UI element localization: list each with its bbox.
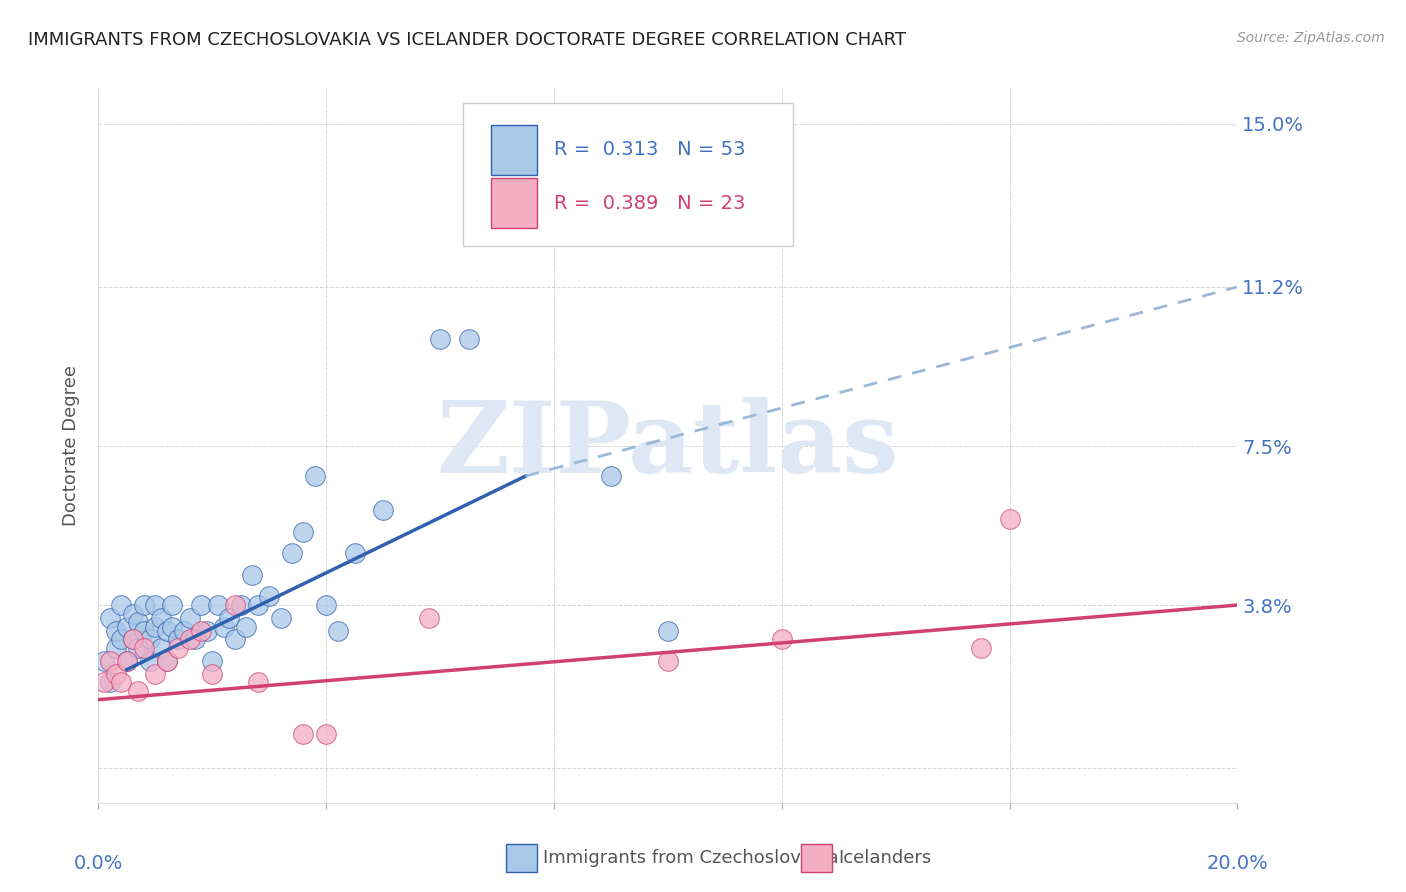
Text: ZIPatlas: ZIPatlas — [437, 398, 898, 494]
Point — [115, 654, 138, 668]
Text: IMMIGRANTS FROM CZECHOSLOVAKIA VS ICELANDER DOCTORATE DEGREE CORRELATION CHART: IMMIGRANTS FROM CZECHOSLOVAKIA VS ICELAN… — [28, 31, 905, 49]
Text: Source: ZipAtlas.com: Source: ZipAtlas.com — [1237, 31, 1385, 45]
Point — [326, 624, 349, 638]
Point — [150, 611, 173, 625]
Text: Immigrants from Czechoslovakia: Immigrants from Czechoslovakia — [543, 849, 838, 867]
Point — [121, 632, 143, 647]
Point — [315, 727, 337, 741]
Point — [104, 624, 127, 638]
Point — [132, 598, 155, 612]
Point — [156, 654, 179, 668]
Point — [657, 654, 679, 668]
Point — [315, 598, 337, 612]
Point — [167, 641, 190, 656]
Point — [93, 654, 115, 668]
Point — [104, 641, 127, 656]
Point — [156, 654, 179, 668]
Point — [93, 675, 115, 690]
Point — [98, 654, 121, 668]
Point — [229, 598, 252, 612]
Point — [132, 641, 155, 656]
Point — [292, 524, 315, 539]
Point — [179, 611, 201, 625]
Point — [281, 546, 304, 560]
Point — [98, 611, 121, 625]
Point — [998, 512, 1021, 526]
Point — [270, 611, 292, 625]
Point — [195, 624, 218, 638]
Point — [190, 624, 212, 638]
Point — [207, 598, 229, 612]
FancyBboxPatch shape — [463, 103, 793, 246]
Point — [429, 332, 451, 346]
Point — [173, 624, 195, 638]
Point — [259, 590, 281, 604]
Point — [418, 611, 440, 625]
Point — [145, 598, 167, 612]
Point — [150, 641, 173, 656]
FancyBboxPatch shape — [491, 178, 537, 228]
Point — [246, 675, 269, 690]
Point — [457, 332, 479, 346]
Point — [167, 632, 190, 647]
Point — [127, 684, 149, 698]
Point — [218, 611, 240, 625]
Point — [190, 598, 212, 612]
Point — [240, 568, 263, 582]
Point — [115, 654, 138, 668]
Point — [145, 666, 167, 681]
Point — [343, 546, 366, 560]
Point — [246, 598, 269, 612]
Point — [179, 632, 201, 647]
Point — [970, 641, 993, 656]
Point — [110, 632, 132, 647]
Point — [224, 632, 246, 647]
Point — [132, 624, 155, 638]
Point — [770, 632, 793, 647]
Point — [201, 654, 224, 668]
Point — [138, 632, 160, 647]
Point — [121, 607, 143, 621]
Point — [162, 598, 184, 612]
Point — [121, 632, 143, 647]
Point — [104, 666, 127, 681]
Point — [657, 624, 679, 638]
Point — [156, 624, 179, 638]
Point — [145, 619, 167, 633]
Text: 0.0%: 0.0% — [73, 855, 124, 873]
Point — [373, 503, 395, 517]
Text: Icelanders: Icelanders — [838, 849, 931, 867]
Point — [224, 598, 246, 612]
FancyBboxPatch shape — [491, 125, 537, 175]
Text: R =  0.389   N = 23: R = 0.389 N = 23 — [554, 194, 745, 213]
Point — [292, 727, 315, 741]
Point — [235, 619, 257, 633]
Y-axis label: Doctorate Degree: Doctorate Degree — [62, 366, 80, 526]
Point — [184, 632, 207, 647]
Point — [201, 666, 224, 681]
Point — [162, 619, 184, 633]
Point — [110, 598, 132, 612]
Point — [212, 619, 235, 633]
Point — [127, 641, 149, 656]
Point — [115, 619, 138, 633]
Point — [127, 615, 149, 630]
Point — [98, 675, 121, 690]
Text: 20.0%: 20.0% — [1206, 855, 1268, 873]
Point — [304, 469, 326, 483]
Point — [600, 469, 623, 483]
Text: R =  0.313   N = 53: R = 0.313 N = 53 — [554, 140, 745, 160]
Point — [138, 654, 160, 668]
Point — [110, 675, 132, 690]
